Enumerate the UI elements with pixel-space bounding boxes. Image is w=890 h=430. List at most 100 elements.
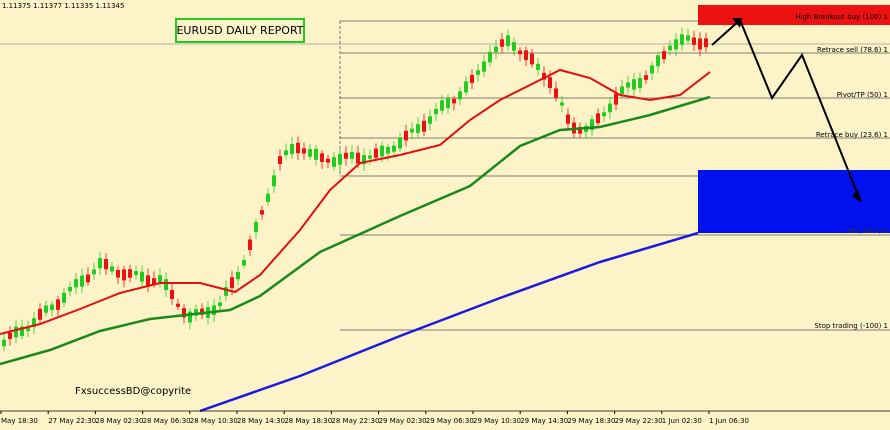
candle-body bbox=[248, 239, 252, 250]
candle-body bbox=[542, 72, 546, 80]
candle-body bbox=[290, 144, 294, 155]
candle-body bbox=[38, 308, 42, 320]
ma-red bbox=[0, 68, 711, 335]
candle-body bbox=[242, 260, 246, 266]
candle-body bbox=[350, 151, 354, 159]
candle-body bbox=[434, 108, 438, 115]
candle-body bbox=[266, 193, 270, 202]
candle-body bbox=[650, 65, 654, 74]
candle-body bbox=[692, 37, 696, 45]
ma-green bbox=[0, 95, 711, 366]
candle-body bbox=[512, 42, 516, 51]
candle-body bbox=[392, 145, 396, 152]
candle-body bbox=[230, 277, 234, 289]
candle-body bbox=[8, 332, 12, 339]
candle-body bbox=[362, 155, 366, 165]
time-label: 28 May 10:30 bbox=[190, 417, 238, 425]
candle-body bbox=[74, 279, 78, 288]
candle-body bbox=[122, 269, 126, 281]
candle-body bbox=[620, 86, 624, 94]
candle-body bbox=[482, 61, 486, 72]
breakout-buy-zone bbox=[698, 5, 890, 25]
time-label: 29 May 10:30 bbox=[473, 417, 521, 425]
candle-body bbox=[374, 148, 378, 158]
candle-body bbox=[110, 266, 114, 272]
candle-body bbox=[68, 286, 72, 292]
candle-body bbox=[146, 275, 150, 286]
candle-body bbox=[218, 302, 222, 307]
candle-body bbox=[554, 88, 558, 98]
breakout-sell-zone bbox=[698, 170, 890, 233]
candle-body bbox=[92, 269, 96, 275]
candle-body bbox=[128, 269, 132, 278]
candle-body bbox=[440, 100, 444, 111]
candle-body bbox=[422, 120, 426, 132]
candle-body bbox=[176, 303, 180, 307]
watermark: FxsuccessBD@copyrite bbox=[75, 386, 191, 397]
time-label: 29 May 18:30 bbox=[567, 417, 615, 425]
candle-body bbox=[158, 275, 162, 283]
candle-body bbox=[2, 339, 6, 347]
candle-body bbox=[632, 79, 636, 90]
candle-body bbox=[686, 35, 690, 41]
candle-body bbox=[20, 326, 24, 337]
candle-body bbox=[524, 50, 528, 60]
candle-body bbox=[560, 102, 564, 106]
candle-body bbox=[98, 258, 102, 269]
candles bbox=[2, 27, 708, 352]
time-label: 28 May 18:30 bbox=[284, 417, 332, 425]
candle-body bbox=[536, 63, 540, 70]
time-label: 1 Jun 02:30 bbox=[662, 417, 702, 425]
candle-body bbox=[44, 305, 48, 313]
fib-lines bbox=[339, 20, 890, 331]
candle-body bbox=[368, 155, 372, 159]
candle-body bbox=[134, 271, 138, 276]
time-label: May 18:30 bbox=[1, 417, 38, 425]
candle-body bbox=[224, 287, 228, 296]
candle-body bbox=[416, 124, 420, 133]
candle-body bbox=[410, 128, 414, 133]
candle-body bbox=[608, 103, 612, 113]
candle-body bbox=[446, 98, 450, 109]
candle-body bbox=[308, 149, 312, 157]
candle-body bbox=[590, 119, 594, 130]
candle-body bbox=[320, 153, 324, 162]
candle-body bbox=[332, 157, 336, 167]
time-label: 28 May 22:30 bbox=[331, 417, 379, 425]
time-label: 29 May 22:30 bbox=[615, 417, 663, 425]
candle-body bbox=[356, 152, 360, 164]
candle-body bbox=[302, 148, 306, 154]
candle-body bbox=[284, 150, 288, 156]
candle-body bbox=[602, 112, 606, 117]
candle-body bbox=[164, 279, 168, 291]
candle-body bbox=[152, 278, 156, 285]
candle-body bbox=[140, 271, 144, 282]
candle-body bbox=[470, 75, 474, 84]
time-label: 29 May 14:30 bbox=[520, 417, 568, 425]
candle-body bbox=[188, 311, 192, 323]
candle-body bbox=[80, 275, 84, 287]
candle-body bbox=[398, 137, 402, 149]
candle-body bbox=[458, 91, 462, 100]
candle-body bbox=[464, 81, 468, 93]
ma-blue bbox=[199, 231, 699, 413]
candle-body bbox=[272, 175, 276, 187]
candle-body bbox=[674, 39, 678, 50]
candle-body bbox=[404, 130, 408, 141]
time-label: 29 May 06:30 bbox=[426, 417, 474, 425]
candle-body bbox=[494, 46, 498, 52]
candle-body bbox=[488, 52, 492, 63]
candle-body bbox=[578, 126, 582, 134]
candle-body bbox=[704, 38, 708, 48]
candle-body bbox=[254, 222, 258, 233]
candle-body bbox=[182, 308, 186, 318]
candle-body bbox=[698, 38, 702, 50]
candle-body bbox=[170, 289, 174, 300]
candle-body bbox=[680, 34, 684, 45]
candle-body bbox=[296, 142, 300, 154]
time-label: 27 May 22:30 bbox=[48, 417, 96, 425]
candle-body bbox=[212, 305, 216, 315]
candle-body bbox=[476, 70, 480, 75]
candle-body bbox=[530, 53, 534, 65]
candle-body bbox=[116, 270, 120, 278]
